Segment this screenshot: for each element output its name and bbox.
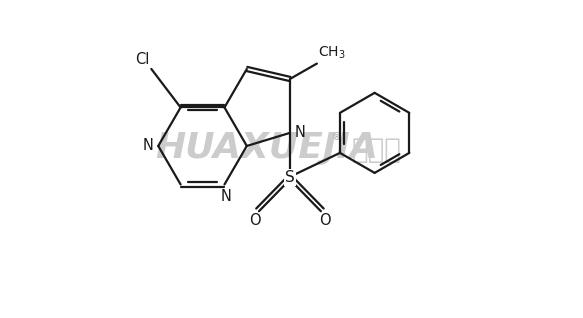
Text: Cl: Cl	[135, 52, 149, 67]
Text: N: N	[294, 125, 305, 140]
Text: O: O	[319, 213, 331, 228]
Text: CH$_3$: CH$_3$	[318, 45, 346, 61]
Text: S: S	[285, 170, 295, 185]
Text: ®: ®	[331, 132, 341, 142]
Text: N: N	[220, 189, 231, 204]
Text: O: O	[250, 213, 261, 228]
Text: 化学加: 化学加	[352, 136, 402, 164]
Text: HUAXUEJIA: HUAXUEJIA	[155, 131, 378, 165]
Text: N: N	[143, 138, 154, 154]
